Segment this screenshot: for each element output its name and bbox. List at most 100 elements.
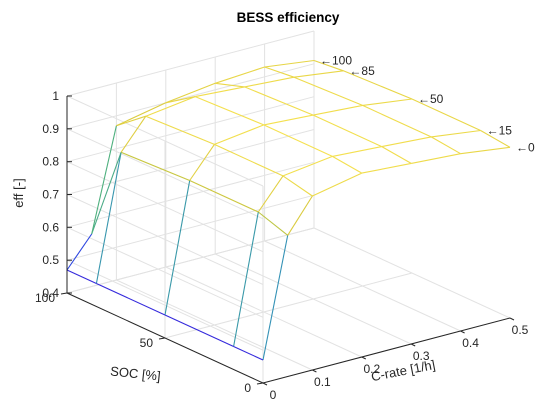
mesh-segment <box>145 96 196 117</box>
z-tick-label: 0.5 <box>42 253 59 267</box>
mesh-segment <box>195 86 245 98</box>
floor-grid-line <box>164 272 413 339</box>
mesh-segment <box>215 82 245 88</box>
mesh-segment <box>165 82 216 104</box>
back-wall-grid-line <box>66 63 315 130</box>
z-tick-label: 0.6 <box>42 220 59 234</box>
mesh-segment <box>381 146 412 164</box>
mesh-segment <box>233 346 264 361</box>
y-tick-label: 50 <box>140 336 154 350</box>
back-wall-grid-line <box>66 161 315 228</box>
y-axis-label: SOC [%] <box>110 363 162 383</box>
back-wall-grid-line <box>66 129 315 195</box>
x-tick-label: 0.3 <box>413 349 430 363</box>
x-tick-mark <box>509 317 515 321</box>
mesh-segment <box>215 66 265 84</box>
mesh-segment <box>411 153 461 164</box>
soc-annotation: ←0 <box>516 140 535 154</box>
mesh-segment <box>244 86 314 116</box>
soc-annotation: ←85 <box>349 64 375 78</box>
mesh-segment <box>264 66 295 78</box>
chart-title: BESS efficiency <box>237 10 340 25</box>
mesh-segment <box>264 59 315 68</box>
axes-layer <box>60 95 515 386</box>
mesh-segment <box>96 283 166 316</box>
mesh-segment <box>361 162 412 174</box>
mesh-segment <box>95 152 122 284</box>
mesh-segment <box>194 96 265 126</box>
mesh-segment <box>431 129 481 138</box>
mesh-segment <box>332 146 382 157</box>
back-wall-grid-line <box>66 227 315 294</box>
side-wall-grid-line <box>66 226 264 318</box>
side-wall-grid-line <box>66 95 264 187</box>
mesh-segment <box>145 115 215 145</box>
mesh-segment <box>189 180 259 213</box>
z-tick-label: 0.4 <box>42 286 59 300</box>
mesh-segment <box>287 195 313 236</box>
mesh-segment <box>244 76 295 88</box>
mesh-segment <box>116 102 167 127</box>
mesh-segment <box>282 155 333 177</box>
mesh-segment <box>257 175 284 213</box>
mesh-segment <box>164 314 234 347</box>
mesh-segment <box>263 114 314 126</box>
grid-layer <box>66 30 511 384</box>
y-tick-label: 0 <box>244 381 251 395</box>
y-tick-mark <box>256 382 264 385</box>
z-axis-label: eff [-] <box>11 178 26 207</box>
back-wall-grid-line <box>66 194 315 261</box>
mesh-segment <box>293 70 344 78</box>
mesh-segment <box>91 125 117 235</box>
mesh-segment <box>362 98 413 106</box>
x-axis-line <box>262 317 511 384</box>
x-tick-label: 0.2 <box>363 362 380 376</box>
mesh-segment <box>381 136 432 148</box>
mesh-segment <box>362 104 432 138</box>
x-tick-mark <box>312 369 317 373</box>
side-wall-grid-line <box>66 128 264 220</box>
mesh-segment <box>120 151 190 182</box>
mesh-segment <box>214 124 265 145</box>
mesh-segment <box>480 130 511 148</box>
mesh-segment <box>430 136 461 155</box>
soc-annotation: ←100 <box>320 54 352 68</box>
mesh-segment <box>313 104 363 116</box>
mesh-segment <box>312 114 383 148</box>
soc-annotation: ←15 <box>487 124 513 138</box>
mesh-segment <box>293 76 363 106</box>
back-wall-grid-line <box>66 30 315 97</box>
mesh-segment <box>91 152 122 235</box>
z-tick-label: 0.7 <box>42 188 59 202</box>
mesh-segment <box>66 233 93 271</box>
x-tick-mark <box>410 343 416 347</box>
soc-annotation: ←50 <box>418 92 444 106</box>
mesh-segment <box>66 269 97 284</box>
mesh-segment <box>312 172 363 197</box>
mesh-segment <box>257 211 289 236</box>
mesh-segment <box>263 124 333 157</box>
x-tick-label: 0 <box>270 388 277 402</box>
mesh-segment <box>233 211 259 347</box>
mesh-segment <box>189 144 215 181</box>
z-tick-label: 1 <box>52 89 59 103</box>
side-wall-grid-line <box>66 161 264 253</box>
x-tick-label: 0.4 <box>462 336 479 350</box>
x-tick-label: 0.5 <box>512 323 529 337</box>
mesh-segment <box>343 70 413 100</box>
x-tick-mark <box>460 330 465 334</box>
mesh-segment <box>313 59 344 72</box>
mesh-segment <box>282 175 313 197</box>
mesh-segment <box>332 155 363 174</box>
mesh-segment <box>164 180 191 316</box>
mesh-segment <box>214 143 284 177</box>
z-tick-label: 0.8 <box>42 155 59 169</box>
x-tick-mark <box>262 382 268 386</box>
x-tick-mark <box>361 356 367 360</box>
mesh-segment <box>165 96 196 104</box>
mesh-segment <box>460 146 511 155</box>
back-wall-grid-line <box>66 96 315 163</box>
x-tick-label: 0.1 <box>314 375 331 389</box>
